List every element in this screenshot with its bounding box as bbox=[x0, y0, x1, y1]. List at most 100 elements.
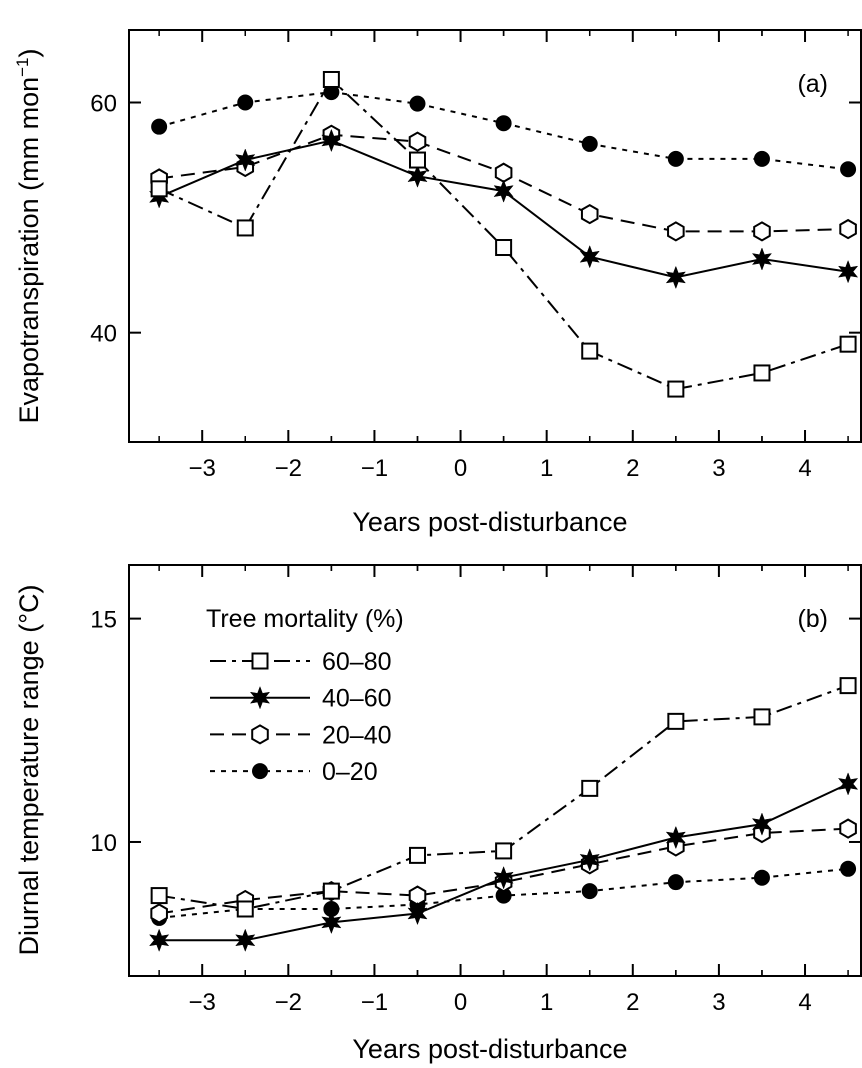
data-point-s40_60-7 bbox=[751, 247, 773, 271]
x-axis-label: Years post-disturbance bbox=[352, 1034, 627, 1064]
data-point-s40_60-5 bbox=[579, 848, 600, 872]
data-point-s20_40-6 bbox=[667, 221, 685, 242]
data-point-s0_20-7 bbox=[753, 869, 770, 886]
data-point-s40_60-6 bbox=[665, 265, 686, 290]
y-axis-label: Diurnal temperature range (°C) bbox=[14, 585, 44, 956]
data-point-s40_60-4 bbox=[493, 866, 514, 890]
x-axis-label: Years post-disturbance bbox=[352, 507, 627, 537]
x-tick-label: 1 bbox=[540, 455, 553, 482]
x-tick-label: 4 bbox=[798, 989, 811, 1016]
data-point-s40_60-6 bbox=[665, 825, 686, 850]
data-point-s40_60-0 bbox=[148, 928, 170, 952]
data-point-s0_20-6 bbox=[667, 874, 684, 891]
data-point-s20_40-8 bbox=[839, 218, 857, 240]
data-point-s40_60-5 bbox=[579, 245, 600, 269]
legend: Tree mortality (%) 60–80 40–60 20–40 0–20 bbox=[206, 605, 404, 786]
y-tick-label: 10 bbox=[90, 830, 117, 857]
legend-label-s20_40: 20–40 bbox=[322, 721, 392, 749]
data-point-s60_80-4 bbox=[495, 239, 513, 257]
plot-frame bbox=[128, 564, 862, 977]
data-point-s40_60-3 bbox=[407, 901, 428, 926]
x-tick-label: 4 bbox=[798, 455, 811, 482]
x-tick-label: −1 bbox=[361, 455, 388, 482]
legend-label-s40_60: 40–60 bbox=[322, 685, 392, 713]
legend-marker-s0_20 bbox=[252, 763, 268, 780]
y-axis-label-text: Diurnal temperature range (°C) bbox=[14, 585, 44, 956]
legend-label-s60_80: 60–80 bbox=[322, 648, 392, 676]
data-point-s20_40-5 bbox=[580, 203, 599, 225]
data-point-s20_40-0 bbox=[150, 903, 168, 924]
x-tick-label: 3 bbox=[712, 989, 725, 1016]
series-line-s20_40 bbox=[158, 827, 849, 915]
data-point-s60_80-6 bbox=[667, 380, 685, 398]
data-point-s60_80-5 bbox=[581, 779, 599, 797]
x-tick-label: −2 bbox=[275, 455, 302, 482]
data-point-s60_80-5 bbox=[581, 342, 599, 360]
data-point-s40_60-2 bbox=[321, 910, 342, 935]
data-point-s40_60-2 bbox=[321, 128, 342, 153]
data-point-s40_60-8 bbox=[837, 259, 859, 284]
data-point-s60_80-0 bbox=[150, 180, 168, 198]
y-axis-label-superscript: −1 bbox=[13, 57, 32, 76]
y-tick-label: 15 bbox=[90, 607, 117, 634]
data-point-s60_80-8 bbox=[839, 335, 857, 353]
data-point-s60_80-8 bbox=[839, 677, 857, 695]
series-s60_80 bbox=[150, 70, 857, 398]
x-tick-label: −2 bbox=[275, 989, 302, 1016]
x-tick-label: −3 bbox=[189, 989, 216, 1016]
data-point-s40_60-4 bbox=[493, 179, 514, 203]
series-s40_60 bbox=[148, 128, 859, 290]
x-tick-label: 2 bbox=[626, 455, 639, 482]
legend-label-s0_20: 0–20 bbox=[322, 758, 378, 786]
data-point-s0_20-3 bbox=[409, 95, 426, 112]
data-point-s60_80-0 bbox=[150, 887, 168, 905]
data-point-s60_80-7 bbox=[753, 364, 771, 382]
data-point-s0_20-5 bbox=[581, 135, 598, 152]
data-point-s0_20-7 bbox=[753, 150, 770, 167]
y-axis-label-close: ) bbox=[14, 48, 44, 57]
panel-label: (b) bbox=[797, 605, 828, 633]
data-point-s60_80-6 bbox=[667, 712, 685, 730]
chart-panel-0: −3 −2 −1 0 1 2 3 4 40 60 Years post-disturbance Eva… bbox=[13, 29, 862, 537]
data-point-s0_20-0 bbox=[151, 118, 168, 135]
data-point-s40_60-8 bbox=[837, 772, 859, 796]
x-tick-label: 2 bbox=[626, 989, 639, 1016]
x-tick-label: 0 bbox=[454, 989, 467, 1016]
data-point-s0_20-5 bbox=[581, 883, 598, 900]
data-point-s20_40-7 bbox=[753, 221, 771, 242]
y-tick-label: 40 bbox=[90, 321, 117, 348]
data-point-s40_60-1 bbox=[235, 928, 256, 952]
x-tick-label: −1 bbox=[361, 989, 388, 1016]
data-point-s60_80-2 bbox=[322, 70, 340, 88]
series-s40_60 bbox=[148, 772, 859, 952]
data-point-s20_40-3 bbox=[408, 131, 427, 152]
data-point-s60_80-7 bbox=[753, 708, 771, 726]
data-point-s60_80-1 bbox=[236, 219, 254, 237]
data-point-s20_40-8 bbox=[839, 818, 857, 839]
legend-marker-s60_80 bbox=[251, 652, 269, 670]
data-point-s40_60-7 bbox=[751, 812, 773, 836]
data-point-s0_20-4 bbox=[495, 115, 512, 132]
series-s60_80 bbox=[150, 677, 857, 918]
data-point-s0_20-8 bbox=[840, 161, 857, 178]
panel-label: (a) bbox=[797, 70, 828, 98]
data-point-s0_20-8 bbox=[840, 860, 857, 877]
data-point-s60_80-2 bbox=[322, 882, 340, 900]
x-tick-label: −3 bbox=[189, 455, 216, 482]
x-tick-label: 0 bbox=[454, 455, 467, 482]
data-point-s60_80-4 bbox=[495, 842, 513, 860]
y-axis-label-text: Evapotranspiration (mm mon bbox=[14, 77, 44, 424]
series-line-s40_60 bbox=[159, 782, 849, 942]
data-point-s60_80-1 bbox=[236, 900, 254, 918]
data-point-s20_40-4 bbox=[494, 162, 513, 183]
data-point-s0_20-6 bbox=[667, 150, 684, 167]
series-line-s60_80 bbox=[158, 77, 849, 391]
legend-title: Tree mortality (%) bbox=[206, 605, 404, 633]
legend-marker-s20_40 bbox=[251, 724, 269, 745]
x-tick-label: 3 bbox=[712, 455, 725, 482]
x-tick-label: 1 bbox=[540, 989, 553, 1016]
data-point-s0_20-1 bbox=[237, 94, 254, 111]
chart-panel-1: −3 −2 −1 0 1 2 3 4 10 15 Years post-disturbance Diu… bbox=[14, 564, 862, 1064]
series-line-s40_60 bbox=[158, 139, 849, 279]
